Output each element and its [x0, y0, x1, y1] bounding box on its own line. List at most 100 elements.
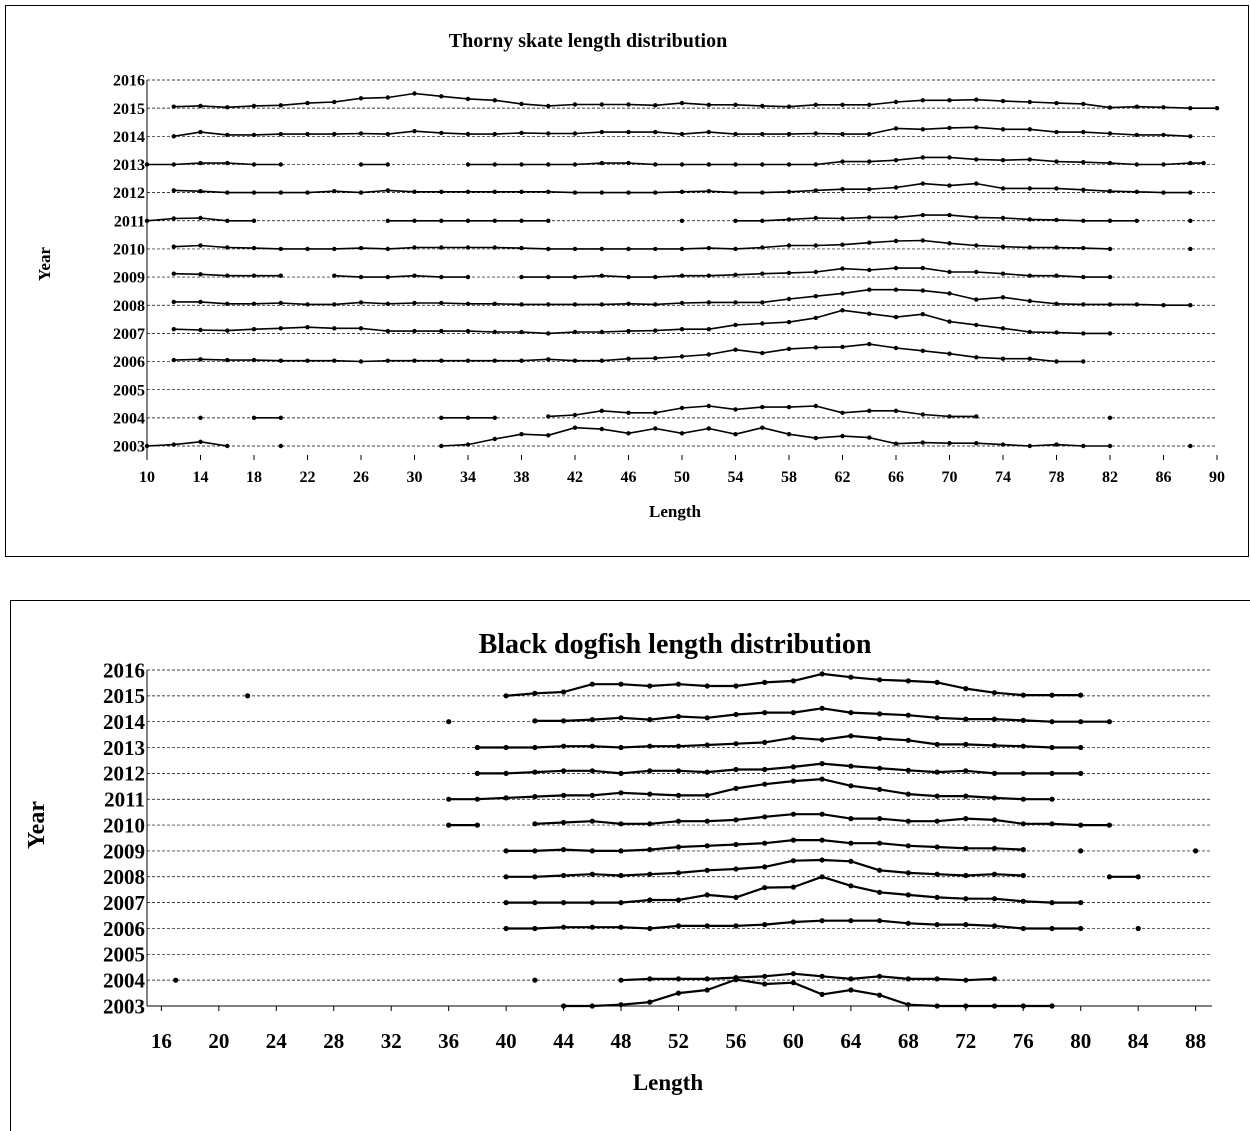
data-point — [893, 265, 899, 271]
series-line-2011 — [448, 778, 1052, 801]
data-point — [171, 357, 176, 363]
chart-title: Black dogfish length distribution — [479, 629, 872, 660]
x-tick-label: 90 — [1209, 469, 1225, 486]
data-point — [546, 331, 551, 336]
data-point — [225, 443, 230, 449]
data-point — [225, 301, 230, 306]
data-point — [358, 274, 364, 280]
data-point — [599, 102, 604, 107]
data-point — [893, 99, 899, 105]
data-point — [251, 301, 257, 306]
data-point — [963, 741, 969, 748]
data-point — [305, 190, 310, 195]
data-point — [1027, 443, 1033, 449]
data-point — [599, 302, 604, 307]
data-point — [171, 271, 176, 276]
data-point — [1000, 186, 1006, 191]
data-point — [503, 848, 509, 854]
data-point — [1078, 848, 1084, 854]
data-point — [893, 185, 899, 190]
data-point — [947, 98, 952, 103]
x-tick-label: 10 — [139, 469, 155, 486]
data-point — [1107, 218, 1113, 223]
y-tick-label: 2004 — [113, 410, 145, 427]
data-point — [225, 357, 230, 363]
data-point — [503, 925, 509, 932]
data-point — [840, 410, 845, 415]
data-point — [599, 190, 604, 195]
data-point — [519, 274, 524, 280]
data-point — [474, 770, 480, 777]
data-point — [760, 190, 765, 195]
data-point — [675, 870, 682, 876]
data-point — [618, 744, 624, 751]
x-tick-label: 54 — [728, 469, 744, 486]
data-point — [991, 976, 998, 982]
data-point — [589, 900, 595, 906]
data-point — [1134, 302, 1140, 307]
data-point — [867, 287, 872, 292]
data-point — [760, 271, 765, 276]
data-point — [840, 291, 845, 296]
data-point — [532, 744, 538, 751]
data-point — [532, 821, 538, 827]
data-point — [465, 358, 471, 363]
data-point — [1078, 719, 1084, 725]
data-point — [893, 345, 899, 351]
data-point — [1000, 356, 1006, 361]
data-point — [618, 977, 624, 983]
data-point — [1135, 874, 1141, 880]
data-point — [733, 866, 739, 872]
data-point — [762, 885, 768, 891]
data-point — [1107, 274, 1113, 280]
y-tick-label: 2009 — [113, 270, 145, 287]
data-point — [819, 918, 825, 924]
y-tick-label: 2016 — [103, 658, 145, 682]
y-tick-label: 2013 — [103, 736, 145, 760]
data-point — [1201, 160, 1206, 166]
data-point — [733, 817, 739, 823]
data-point — [385, 95, 390, 100]
data-point — [412, 245, 417, 250]
data-point — [572, 246, 578, 252]
data-point — [1106, 719, 1112, 725]
data-point — [412, 358, 417, 363]
data-point — [706, 189, 711, 194]
data-point — [947, 291, 952, 296]
data-point — [198, 103, 203, 109]
data-point — [790, 919, 797, 925]
data-point — [1134, 104, 1140, 109]
data-point — [877, 677, 883, 683]
data-point — [647, 743, 653, 749]
data-point — [561, 924, 567, 930]
data-point — [561, 819, 567, 826]
x-tick-label: 16 — [151, 1029, 172, 1053]
data-point — [733, 347, 738, 352]
data-point — [1078, 822, 1084, 828]
series-line-2007 — [173, 309, 1110, 335]
data-point — [905, 870, 911, 876]
data-point — [963, 768, 969, 774]
data-point — [618, 821, 624, 827]
data-point — [1027, 99, 1033, 105]
data-point — [465, 189, 471, 194]
data-point — [385, 218, 390, 223]
data-point — [840, 159, 845, 164]
data-point — [905, 767, 911, 773]
y-tick-label: 2010 — [113, 242, 145, 259]
data-point — [561, 768, 567, 774]
data-point — [848, 883, 854, 889]
data-point — [974, 355, 979, 360]
data-point — [974, 441, 979, 446]
data-point — [819, 991, 825, 998]
data-point — [1049, 770, 1055, 777]
data-point — [905, 678, 911, 684]
data-point — [251, 162, 257, 167]
data-point — [813, 162, 818, 167]
data-point — [465, 131, 471, 137]
data-point — [1027, 329, 1033, 335]
data-point — [532, 794, 538, 800]
y-tick-label: 2003 — [113, 439, 145, 456]
series-line-2003 — [147, 428, 1190, 446]
data-point — [848, 918, 854, 924]
